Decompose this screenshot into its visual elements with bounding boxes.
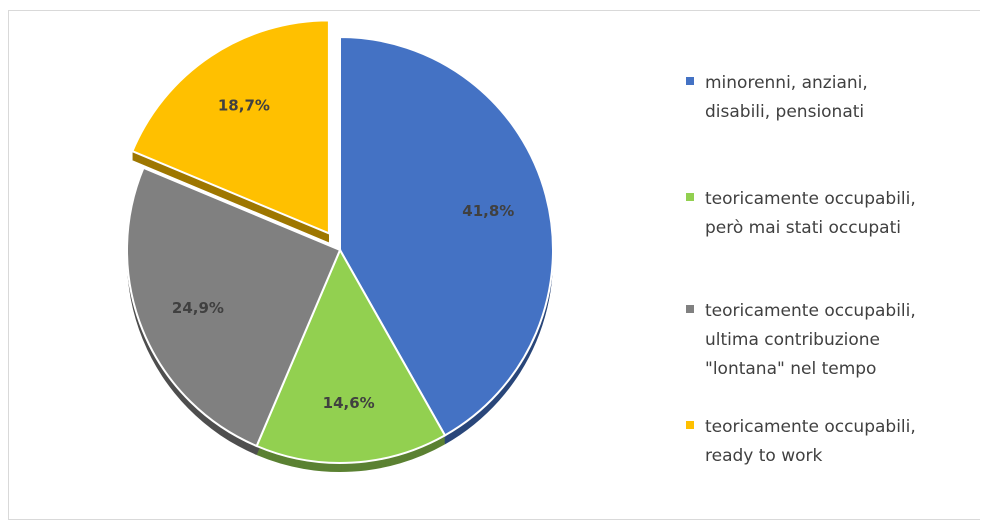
- pie-slice-mai-occupati: [255, 247, 447, 464]
- pie-slice-minorenni: [339, 35, 554, 437]
- legend-swatch-blue: [686, 77, 694, 85]
- pie-data-labels: 41,8% 14,6% 24,9% 18,7%: [172, 97, 514, 412]
- pie-slice-lontana: [126, 166, 342, 448]
- pie-slice-ready-to-work: [131, 19, 330, 235]
- data-label-ready-to-work: 18,7%: [218, 97, 270, 115]
- data-label-minorenni: 41,8%: [462, 202, 514, 220]
- legend-swatch-yellow: [686, 421, 694, 429]
- legend-swatch-gray: [686, 305, 694, 313]
- legend-label: minorenni, anziani, disabili, pensionati: [705, 73, 868, 122]
- legend-label: teoricamente occupabili, però mai stati …: [705, 189, 916, 238]
- data-label-lontana: 24,9%: [172, 299, 224, 317]
- legend-label: teoricamente occupabili, ultima contribu…: [705, 301, 916, 379]
- legend-label: teoricamente occupabili, ready to work: [705, 417, 916, 466]
- legend-swatch-green: [686, 193, 694, 201]
- pie-slices: [126, 19, 554, 464]
- data-label-mai-occupati: 14,6%: [323, 394, 375, 412]
